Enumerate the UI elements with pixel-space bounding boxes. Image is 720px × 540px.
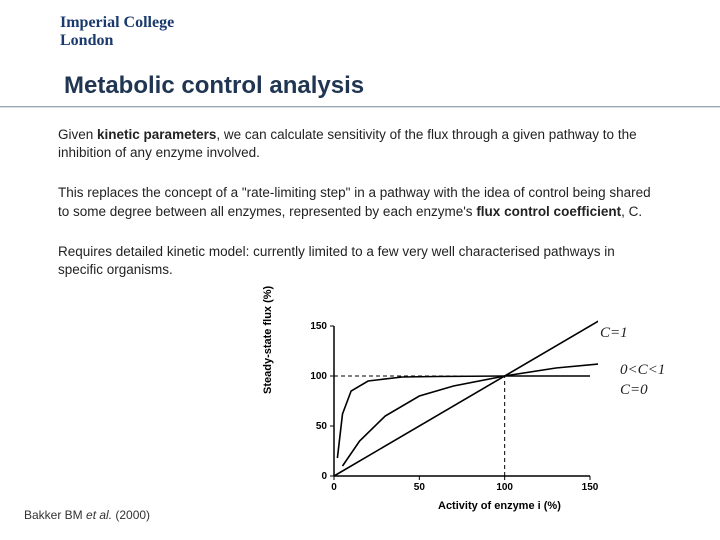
annotation-cmid: 0<C<1 (620, 362, 665, 379)
paragraph-1: Given kinetic parameters, we can calcula… (58, 126, 662, 162)
svg-text:50: 50 (316, 421, 328, 432)
svg-text:100: 100 (496, 482, 513, 493)
p1-pre: Given (58, 127, 97, 142)
annotation-c0: C=0 (620, 382, 648, 399)
title-section: Metabolic control analysis (0, 72, 720, 108)
citation: Bakker BM et al. (2000) (24, 508, 150, 522)
citation-pre: Bakker BM (24, 508, 86, 522)
p2-bold: flux control coefficient (476, 204, 621, 219)
institution-logo: Imperial College London (60, 14, 174, 49)
svg-text:150: 150 (582, 482, 598, 493)
flux-chart: 0 50 100 150 0 50 100 150 (298, 320, 598, 500)
svg-text:0: 0 (321, 471, 327, 482)
annotation-c1: C=1 (600, 325, 628, 342)
citation-post: (2000) (112, 508, 150, 522)
logo-line1: Imperial College (60, 14, 174, 32)
chart-ylabel: Steady-state flux (%) (262, 286, 274, 394)
p1-bold: kinetic parameters (97, 127, 216, 142)
slide-title: Metabolic control analysis (0, 72, 720, 106)
p2-post: , C. (621, 204, 642, 219)
svg-text:100: 100 (310, 371, 327, 382)
title-divider (0, 106, 720, 108)
body-text: Given kinetic parameters, we can calcula… (58, 126, 662, 301)
logo-line2: London (60, 32, 174, 50)
svg-text:50: 50 (414, 482, 426, 493)
chart-xlabel: Activity of enzyme i (%) (438, 500, 561, 512)
paragraph-2: This replaces the concept of a "rate-lim… (58, 184, 662, 220)
svg-text:0: 0 (331, 482, 337, 493)
citation-em: et al. (86, 508, 112, 522)
chart-svg: 0 50 100 150 0 50 100 150 (298, 320, 598, 500)
paragraph-3: Requires detailed kinetic model: current… (58, 243, 662, 279)
svg-text:150: 150 (310, 321, 327, 332)
